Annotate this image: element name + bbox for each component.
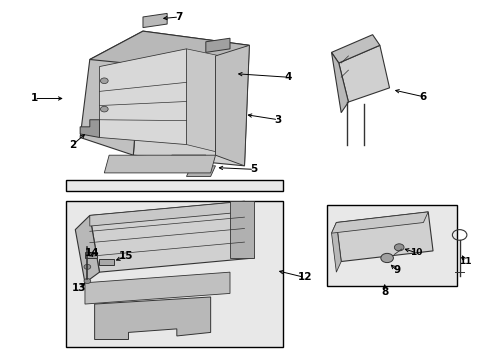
Polygon shape <box>90 31 249 70</box>
Text: 4: 4 <box>284 72 291 82</box>
Text: 5: 5 <box>250 165 257 174</box>
Circle shape <box>393 244 403 251</box>
Polygon shape <box>229 201 254 258</box>
Text: 12: 12 <box>297 273 311 283</box>
Polygon shape <box>142 13 167 28</box>
Polygon shape <box>80 120 99 138</box>
Polygon shape <box>186 166 215 176</box>
Polygon shape <box>205 38 229 53</box>
Text: 15: 15 <box>119 251 133 261</box>
Text: 13: 13 <box>72 283 86 293</box>
Polygon shape <box>331 35 379 63</box>
Polygon shape <box>80 31 142 155</box>
Text: 3: 3 <box>274 115 282 125</box>
Polygon shape <box>133 31 249 166</box>
Bar <box>99 260 114 265</box>
Polygon shape <box>215 45 249 166</box>
Polygon shape <box>104 155 215 173</box>
Polygon shape <box>90 201 254 272</box>
Text: 9: 9 <box>392 265 400 275</box>
Text: 11: 11 <box>458 257 471 266</box>
Bar <box>65 180 283 191</box>
Bar <box>65 201 283 347</box>
Circle shape <box>380 253 393 262</box>
Circle shape <box>100 106 108 112</box>
Polygon shape <box>331 222 341 272</box>
Text: 14: 14 <box>85 248 100 258</box>
Text: 6: 6 <box>419 92 426 102</box>
Polygon shape <box>331 212 427 233</box>
Text: 7: 7 <box>175 12 183 22</box>
Polygon shape <box>95 297 210 339</box>
Polygon shape <box>75 215 99 283</box>
Polygon shape <box>99 49 186 145</box>
Polygon shape <box>338 45 389 102</box>
Polygon shape <box>90 201 244 226</box>
Polygon shape <box>331 53 348 113</box>
Polygon shape <box>85 272 229 304</box>
Polygon shape <box>186 49 220 152</box>
Text: 10: 10 <box>409 248 422 257</box>
Polygon shape <box>162 155 205 166</box>
Circle shape <box>84 264 91 269</box>
Polygon shape <box>336 212 432 261</box>
Text: 8: 8 <box>380 287 387 297</box>
Circle shape <box>84 279 91 283</box>
Text: 2: 2 <box>69 140 76 149</box>
Circle shape <box>100 78 108 84</box>
Bar <box>85 252 97 258</box>
Text: 1: 1 <box>31 94 38 103</box>
Bar <box>326 205 456 286</box>
